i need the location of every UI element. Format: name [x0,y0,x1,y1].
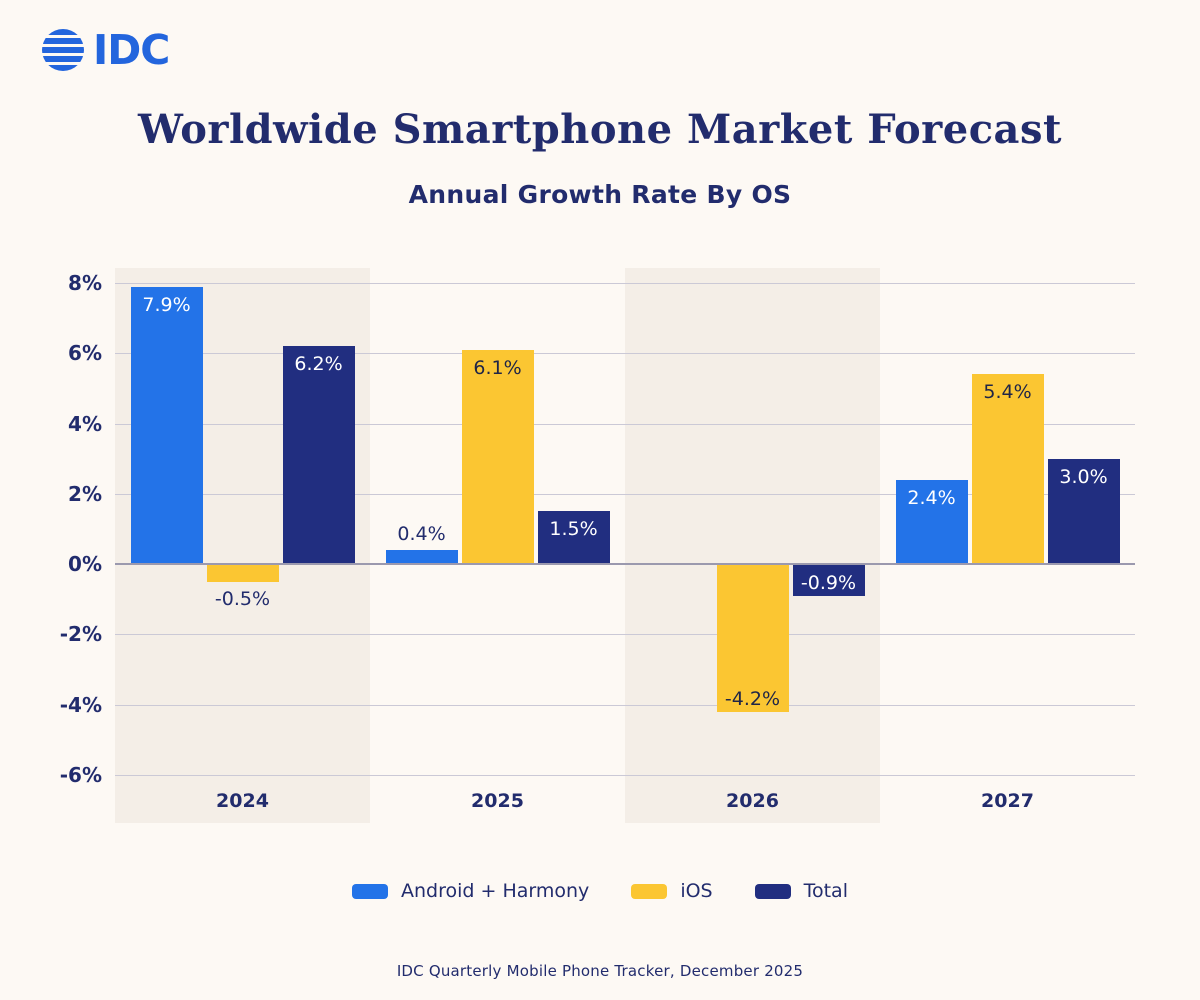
bar [461,349,534,564]
bar-value-label: 1.5% [549,518,598,541]
gridline [115,634,1135,636]
y-axis-label: 0% [68,552,102,576]
x-axis-label: 2025 [471,790,524,812]
source-note: IDC Quarterly Mobile Phone Tracker, Dece… [396,962,804,980]
legend-label: Total [803,880,848,902]
gridline [115,283,1135,284]
legend-item: Total [754,880,848,902]
bar [282,346,355,564]
x-axis-label: 2027 [981,790,1034,812]
gridline [115,774,1135,776]
bar [971,374,1044,564]
bar-value-label: -0.5% [214,587,271,610]
globe-icon [42,29,84,71]
bar-chart: 7.9% 0.4% 2.4% -0.5% 6.1% -4.2% 5.4% 6.2% 1.5% -0… [115,268,1135,823]
bar-value-label: 6.1% [473,356,522,379]
legend-item: Android + Harmony [352,880,589,902]
bar-value-label: 3.0% [1059,465,1108,488]
gridline [115,353,1135,355]
y-axis-label: 2% [68,481,102,506]
bar [385,549,458,564]
category-band [625,268,880,823]
x-axis-label: 2024 [216,790,269,812]
legend-swatch [631,883,668,899]
y-axis-label: -2% [59,622,102,647]
bar-value-label: -0.9% [800,571,857,594]
legend: Android + Harmony iOS Total [0,880,1200,902]
bar [895,479,968,564]
bar-value-label: 7.9% [142,293,191,316]
bar [1047,458,1120,564]
idc-logo-text: IDC [93,26,170,74]
gridline [115,493,1135,495]
bar-value-label: 0.4% [397,522,446,545]
bar-value-label: -4.2% [724,687,781,710]
bar [792,564,865,596]
idc-logo: IDC [40,26,170,74]
bar-value-label: 5.4% [983,381,1032,404]
x-axis-label: 2026 [726,790,779,812]
bar [206,564,279,582]
y-axis-label: -6% [59,762,102,787]
page-subtitle: Annual Growth Rate By OS [408,180,792,209]
legend-label: Android + Harmony [401,880,590,902]
gridline [115,423,1135,425]
gridline [115,704,1135,706]
bar-value-label: 6.2% [294,353,343,376]
bar [537,511,610,564]
y-axis-label: -4% [59,692,102,717]
y-axis-label: 6% [68,341,102,366]
legend-item: iOS [631,880,713,902]
bar [130,286,203,564]
y-axis-label: 8% [68,271,102,295]
y-axis-label: 4% [68,411,102,436]
legend-label: iOS [680,880,713,902]
zero-line [115,563,1135,565]
bar [716,564,789,712]
bar-value-label: 2.4% [907,486,956,509]
legend-swatch [754,883,791,899]
legend-swatch [352,883,389,899]
page-title: Worldwide Smartphone Market Forecast [138,106,1062,153]
